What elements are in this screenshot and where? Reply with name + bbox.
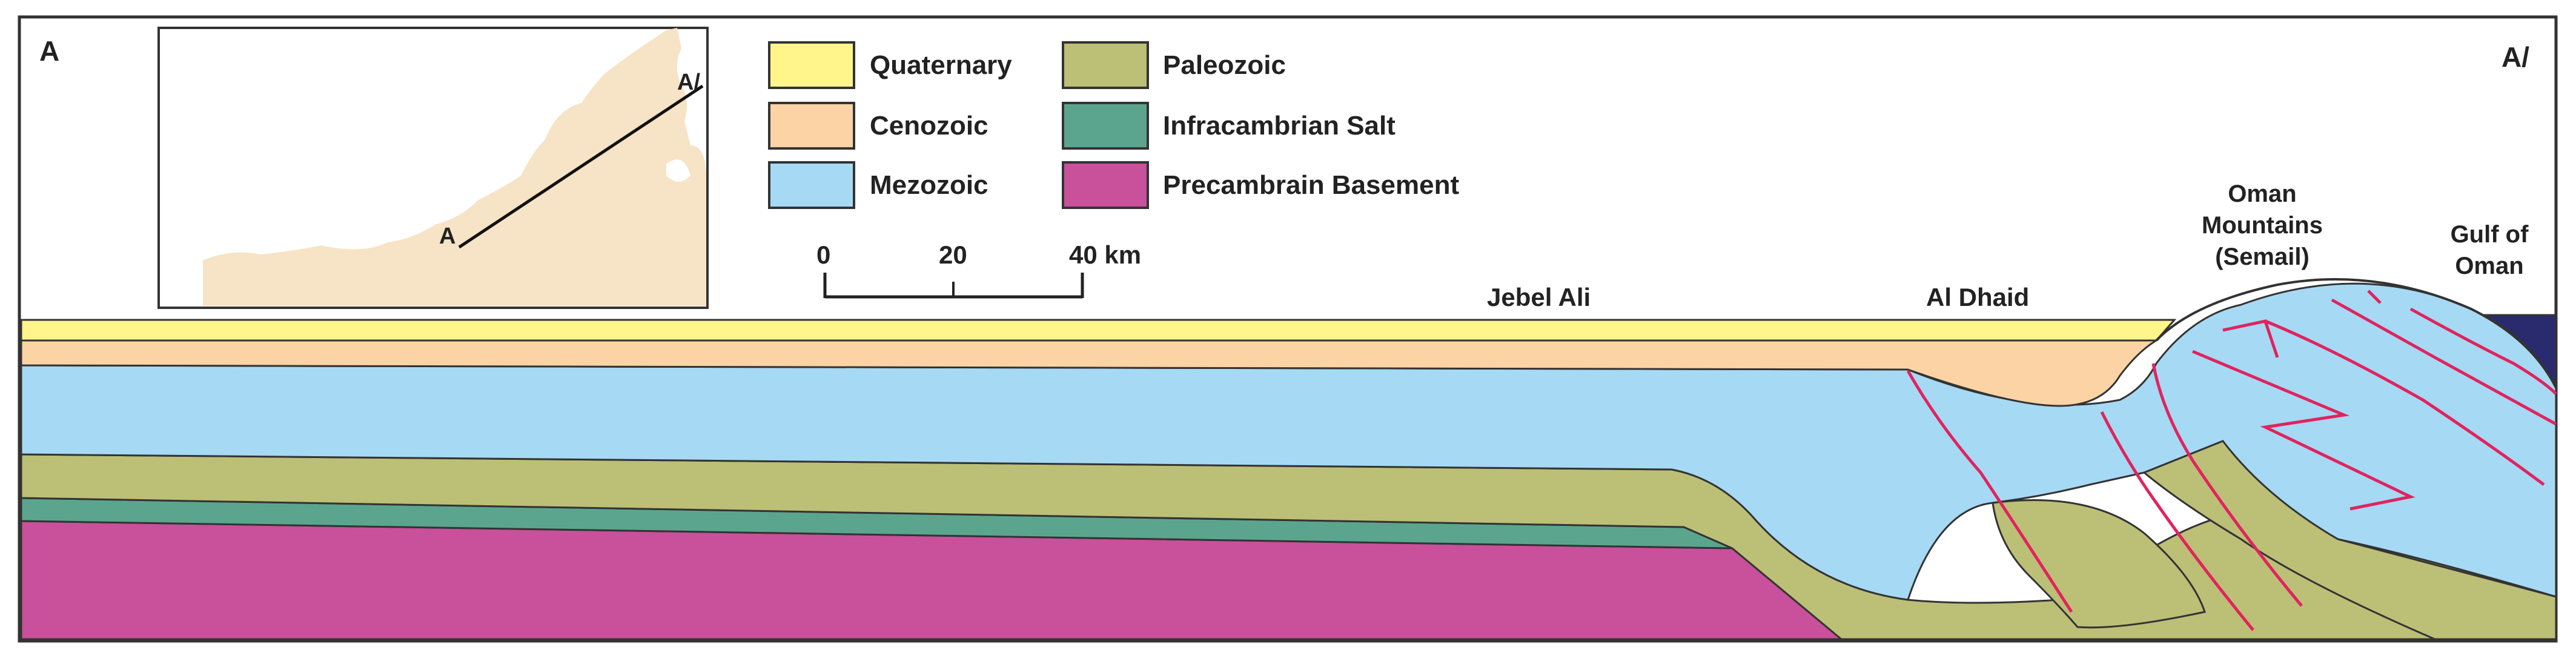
layer-mesozoic: [20, 282, 2557, 601]
place-label-gulf-of-oman-line-1: Gulf of: [2451, 221, 2529, 248]
oman-mountains-dome-outline: [2155, 278, 2557, 388]
place-label-oman-mountains-line-1: Oman: [2228, 181, 2296, 207]
legend-label: Infracambrian Salt: [1163, 111, 1396, 141]
legend: Quaternary Cenozoic Mezozoic Paleozoic Infra…: [768, 41, 1459, 209]
section-start-label: A: [39, 35, 59, 67]
layer-quaternary: [20, 319, 2177, 342]
legend-label: Cenozoic: [870, 111, 988, 141]
place-label-al-dhaid: Al Dhaid: [1926, 283, 2029, 311]
fault-line: [2409, 307, 2557, 395]
legend-swatch: [1062, 161, 1149, 209]
place-label-oman-mountains-line-3: (Semail): [2215, 244, 2309, 270]
inset-point-a-prime: A/: [677, 70, 700, 95]
legend-label: Quaternary: [870, 50, 1012, 80]
legend-label: Precambrain Basement: [1163, 170, 1459, 200]
layer-paleozoic-wedge: [1992, 499, 2206, 629]
legend-swatch: [1062, 41, 1149, 89]
layer-paleozoic-thrust-slice: [2142, 440, 2557, 640]
fault-line: [2192, 350, 2415, 511]
place-label-gulf-of-oman-line-2: Oman: [2455, 253, 2523, 279]
fault-line: [2367, 290, 2382, 304]
scale-tick-label-20: 20: [939, 241, 967, 269]
legend-swatch: [768, 102, 855, 150]
legend-swatch: [1062, 102, 1149, 150]
fault-line: [1906, 370, 2073, 613]
place-label-oman-mountains-line-2: Mountains: [2202, 212, 2323, 239]
legend-swatch: [768, 41, 855, 89]
section-end-label: A/: [2502, 41, 2529, 73]
legend-swatch: [768, 161, 855, 209]
faults: [1906, 290, 2557, 631]
fault-line: [2331, 298, 2557, 426]
inset-coast-notch: [666, 159, 690, 182]
layer-cenozoic: [20, 339, 2160, 407]
scale-tick-label-0: 0: [816, 241, 830, 269]
scale-bar: 0 20 40 km: [816, 241, 1141, 299]
inset-land: [203, 28, 706, 306]
cross-section: [20, 278, 2557, 640]
legend-label: Paleozoic: [1163, 50, 1286, 80]
inset-section-line: [458, 84, 704, 249]
scale-tick-label-40: 40 km: [1069, 241, 1141, 269]
fault-line: [2265, 319, 2545, 486]
place-label-jebel-ali: Jebel Ali: [1487, 283, 1591, 311]
legend-label: Mezozoic: [870, 170, 988, 200]
fault-line: [2151, 363, 2303, 607]
inset-point-a: A: [439, 224, 455, 249]
inset-map: A A/: [157, 27, 709, 309]
fault-line: [2100, 411, 2254, 631]
